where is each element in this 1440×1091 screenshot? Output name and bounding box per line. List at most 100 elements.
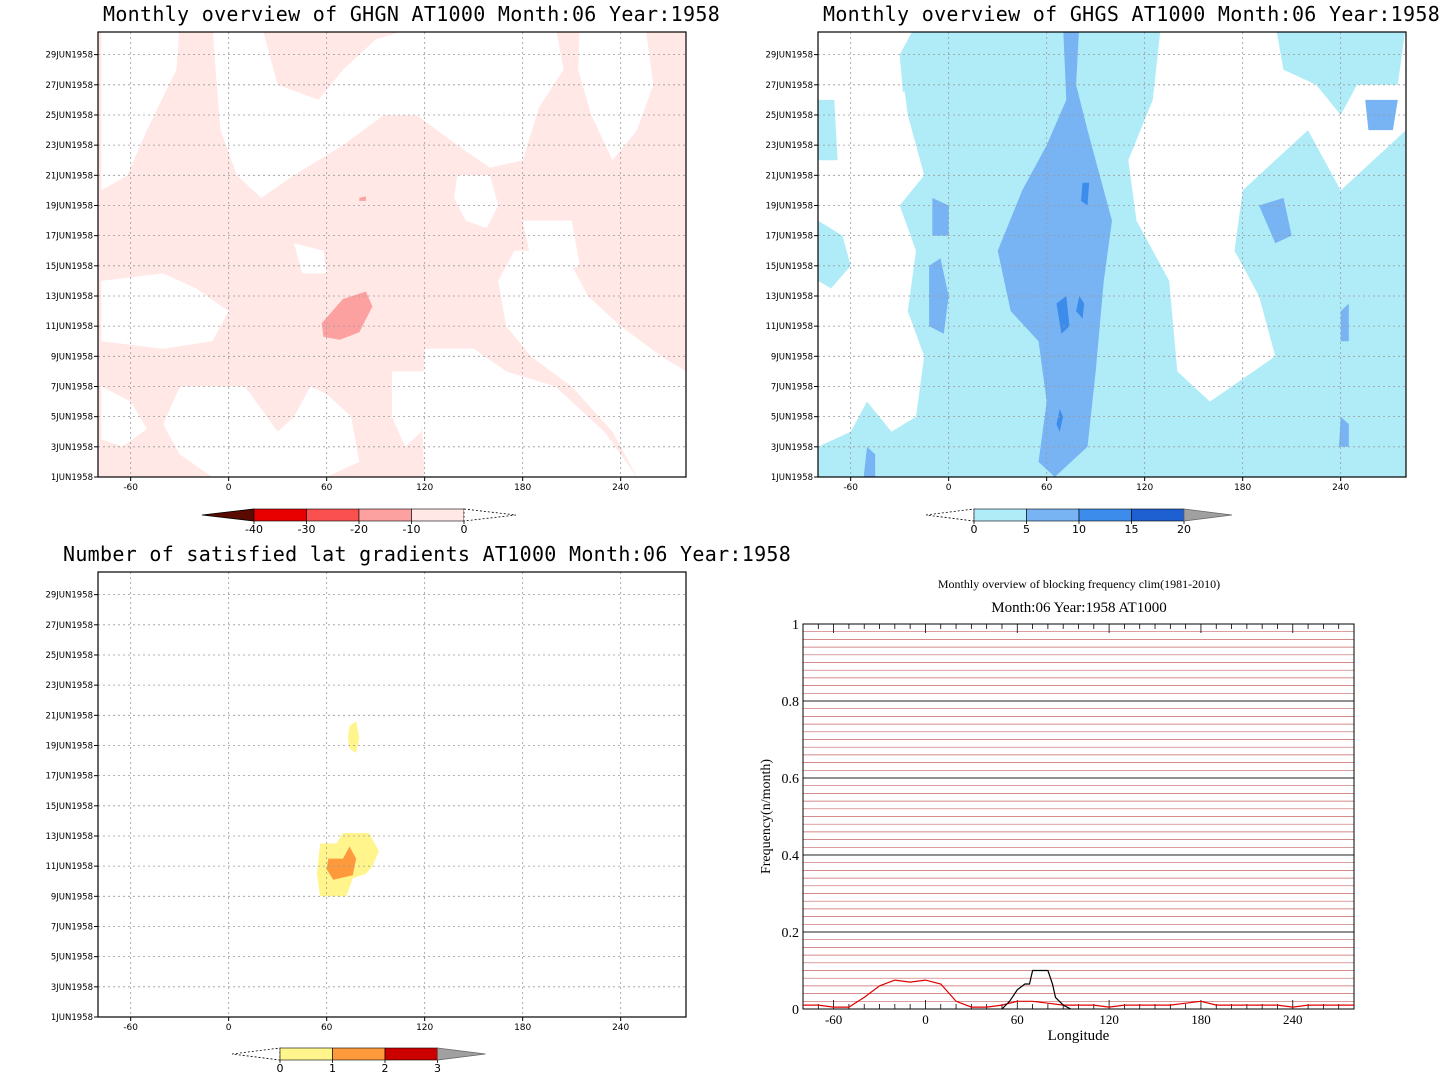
colorbar-tick-label: 5 xyxy=(1023,523,1030,536)
contour-region xyxy=(321,291,373,340)
colorbar-box xyxy=(384,1047,438,1061)
x-tick-label: 240 xyxy=(612,1023,629,1033)
contour-region xyxy=(1081,182,1090,206)
y-tick-label: 0 xyxy=(792,1003,799,1018)
white-region xyxy=(578,32,654,161)
colorbar-tick-label: -40 xyxy=(245,523,263,536)
y-tick-label: 15JUN1958 xyxy=(45,802,93,812)
y-tick-label: 13JUN1958 xyxy=(45,832,93,842)
y-tick-label: 3JUN1958 xyxy=(771,443,813,453)
y-tick-label: 21JUN1958 xyxy=(45,171,93,181)
y-tick-label: 1JUN1958 xyxy=(51,1013,93,1023)
y-tick-label: 23JUN1958 xyxy=(45,141,93,151)
y-tick-label: 19JUN1958 xyxy=(45,741,93,751)
y-tick-label: 0.6 xyxy=(782,772,800,787)
colorbar-box xyxy=(279,1047,333,1061)
x-tick-label: 180 xyxy=(514,483,531,493)
y-tick-label: 15JUN1958 xyxy=(45,262,93,272)
y-tick-label: 29JUN1958 xyxy=(765,51,813,61)
x-axis-label: Longitude xyxy=(1048,1028,1110,1044)
y-tick-label: 5JUN1958 xyxy=(51,953,93,963)
ghgs-map: 1JUN1958 3JUN1958 5JUN1958 7JUN1958 9JUN1958… xyxy=(765,31,1407,536)
gradients-panel: Number of satisfied lat gradients AT1000… xyxy=(0,540,790,1091)
colorbar-tick-label: 10 xyxy=(1072,523,1086,536)
colorbar-box xyxy=(358,508,412,522)
y-tick-label: 27JUN1958 xyxy=(45,81,93,91)
series-line-1 xyxy=(803,979,1354,1008)
colorbar: 0 5 10 15 20 xyxy=(925,508,1233,536)
colorbar-tick-label: -30 xyxy=(298,523,316,536)
contour-region xyxy=(1365,99,1398,131)
colorbar-extend-right xyxy=(1183,508,1233,522)
white-region xyxy=(498,250,686,477)
field-layer xyxy=(98,32,686,477)
white-region xyxy=(392,371,425,447)
contour-region xyxy=(1056,296,1070,334)
colorbar-tick-label: 1 xyxy=(329,1062,336,1075)
x-tick-label: -60 xyxy=(843,483,858,493)
y-tick-label: 9JUN1958 xyxy=(771,352,813,362)
y-tick-label: 3JUN1958 xyxy=(51,983,93,993)
white-region xyxy=(163,386,360,477)
plot-frame xyxy=(817,31,1407,478)
colorbar-extend-left xyxy=(925,508,975,522)
contour-region xyxy=(1340,303,1349,342)
contour-region xyxy=(326,846,357,880)
y-tick-label: 21JUN1958 xyxy=(765,171,813,181)
y-tick-label: 11JUN1958 xyxy=(765,322,813,332)
white-region xyxy=(98,572,686,1017)
y-tick-label: 23JUN1958 xyxy=(765,141,813,151)
contour-region xyxy=(818,220,851,289)
y-tick-label: 1 xyxy=(792,618,799,633)
y-tick-label: 17JUN1958 xyxy=(765,232,813,242)
colorbar-box xyxy=(253,508,307,522)
y-tick-label: 27JUN1958 xyxy=(765,81,813,91)
ghgn-panel: Monthly overview of GHGN AT1000 Month:06… xyxy=(0,0,720,540)
colorbar-extend-right xyxy=(437,1047,486,1061)
white-region xyxy=(101,32,180,191)
contour-region xyxy=(899,54,916,93)
y-tick-label: 1JUN1958 xyxy=(51,473,93,483)
colorbar-tick-label: -10 xyxy=(403,523,421,536)
x-tick-label: 60 xyxy=(1011,1012,1024,1027)
x-tick-label: 0 xyxy=(226,483,232,493)
x-tick-label: 180 xyxy=(1191,1012,1211,1027)
y-tick-label: 7JUN1958 xyxy=(771,382,813,392)
x-tick-label: 240 xyxy=(1283,1012,1303,1027)
colorbar-tick-label: -20 xyxy=(350,523,368,536)
y-tick-label: 19JUN1958 xyxy=(45,201,93,211)
colorbar-tick-label: 0 xyxy=(971,523,978,536)
colorbar-box xyxy=(411,508,465,522)
plot-frame xyxy=(97,31,687,478)
y-tick-label: 0.2 xyxy=(782,926,800,941)
gradients-map: 1JUN1958 3JUN1958 5JUN1958 7JUN1958 9JUN1958… xyxy=(45,571,687,1075)
y-tick-label: 11JUN1958 xyxy=(45,862,93,872)
colorbar-tick-label: 3 xyxy=(434,1062,441,1075)
x-tick-label: 120 xyxy=(416,483,433,493)
y-tick-label: 7JUN1958 xyxy=(51,382,93,392)
colorbar-box xyxy=(1078,508,1132,522)
y-tick-label: 27JUN1958 xyxy=(45,621,93,631)
x-tick-label: 240 xyxy=(612,483,629,493)
y-tick-label: 25JUN1958 xyxy=(45,111,93,121)
colorbar-extend-left xyxy=(201,508,255,522)
x-tick-label: 120 xyxy=(416,1023,433,1033)
y-tick-label: 3JUN1958 xyxy=(51,443,93,453)
y-tick-label: 17JUN1958 xyxy=(45,232,93,242)
x-tick-label: 180 xyxy=(514,1023,531,1033)
field-layer xyxy=(98,572,686,1017)
frequency-chart: Monthly overview of blocking frequency c… xyxy=(759,577,1355,1044)
x-tick-label: 120 xyxy=(1099,1012,1119,1027)
y-tick-label: 29JUN1958 xyxy=(45,51,93,61)
contour-region xyxy=(1339,416,1349,447)
colorbar-tick-label: 15 xyxy=(1125,523,1139,536)
white-region xyxy=(421,348,637,477)
contour-region xyxy=(359,196,366,201)
y-tick-label: 1JUN1958 xyxy=(771,473,813,483)
colorbar-box xyxy=(306,508,360,522)
contour-region xyxy=(818,99,838,161)
y-tick-label: 29JUN1958 xyxy=(45,591,93,601)
contour-region xyxy=(863,446,876,477)
y-tick-label: 13JUN1958 xyxy=(45,292,93,302)
colorbar-extend-left xyxy=(231,1047,281,1061)
